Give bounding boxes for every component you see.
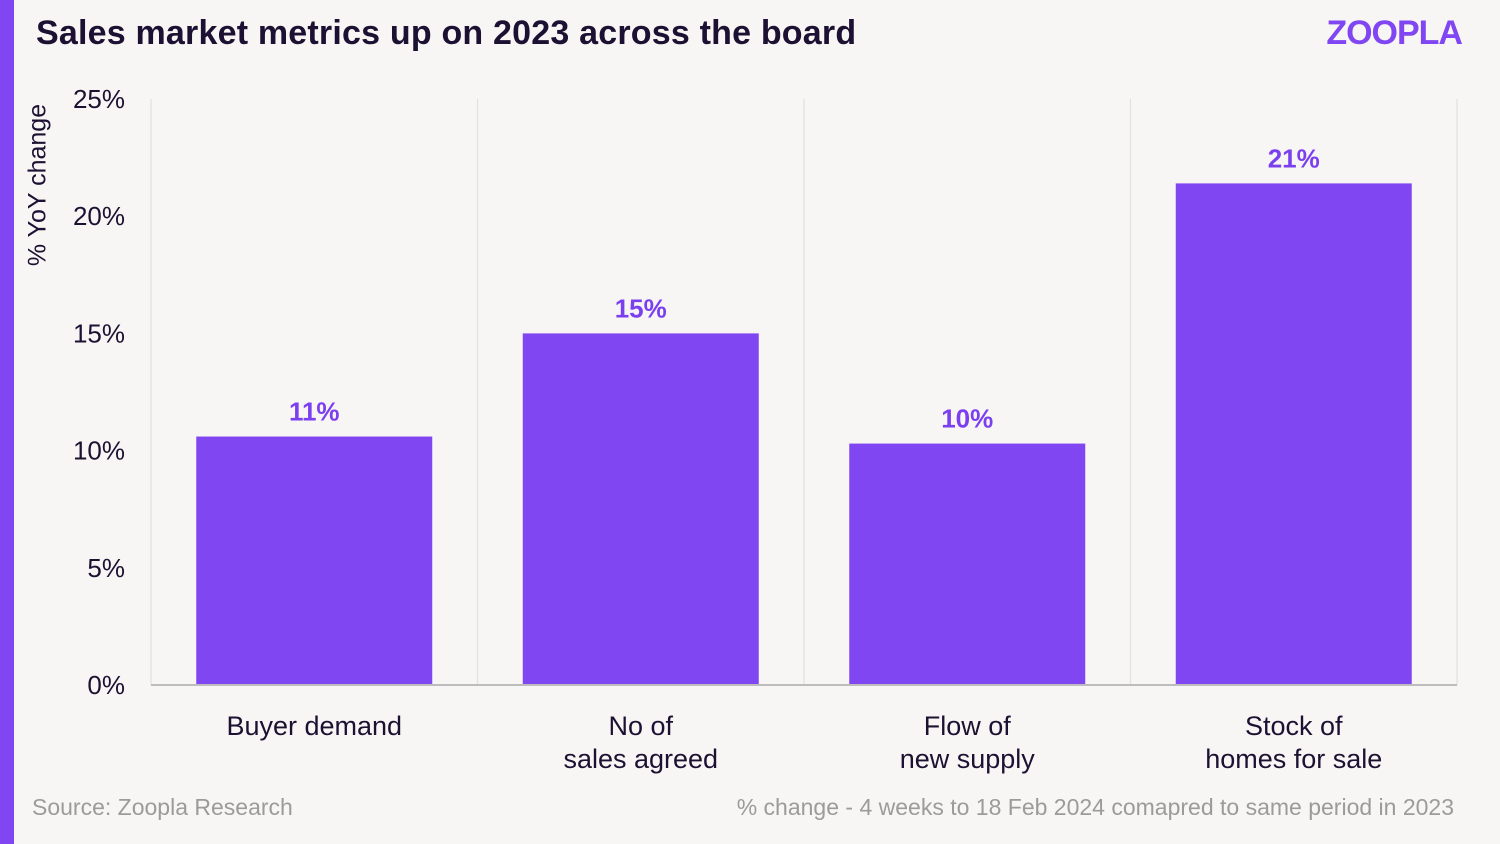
y-tick-label: 0%	[87, 670, 125, 700]
y-tick-label: 5%	[87, 553, 125, 583]
accent-bar	[0, 0, 14, 844]
bar	[1175, 183, 1412, 685]
y-tick-label: 20%	[73, 201, 125, 231]
bar	[196, 436, 433, 685]
category-label: homes for sale	[1205, 744, 1382, 774]
chart-title: Sales market metrics up on 2023 across t…	[36, 14, 857, 52]
category-label: Buyer demand	[226, 711, 402, 741]
bar	[849, 443, 1086, 685]
category-label: sales agreed	[563, 744, 718, 774]
data-label: 21%	[1268, 143, 1320, 173]
category-label: No of	[608, 711, 673, 741]
y-tick-label: 10%	[73, 436, 125, 466]
y-tick-label: 25%	[73, 84, 125, 114]
data-label: 10%	[941, 404, 993, 434]
zoopla-logo: ZOOPLA	[1326, 14, 1463, 52]
data-label: 15%	[615, 293, 667, 323]
period-note: % change - 4 weeks to 18 Feb 2024 comapr…	[736, 794, 1454, 820]
bar	[522, 333, 759, 685]
category-label: Flow of	[924, 711, 1012, 741]
y-tick-label: 15%	[73, 318, 125, 348]
source-note: Source: Zoopla Research	[32, 794, 293, 820]
category-label: new supply	[900, 744, 1036, 774]
category-label: Stock of	[1245, 711, 1343, 741]
data-label: 11%	[289, 397, 340, 427]
